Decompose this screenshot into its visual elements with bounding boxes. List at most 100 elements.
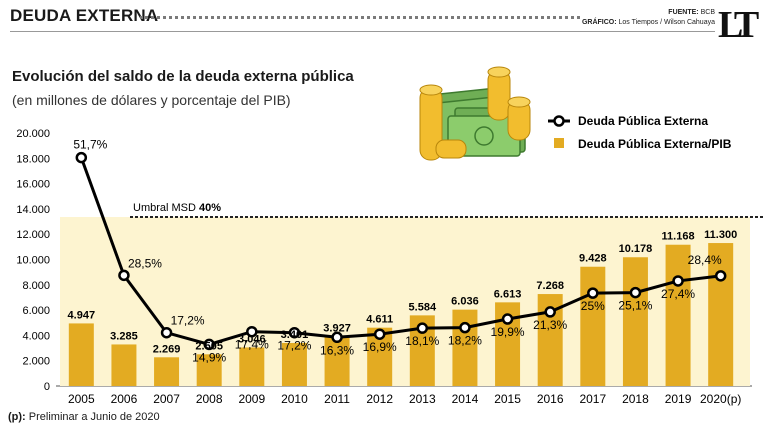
bar-value-label: 7.268 (536, 280, 564, 292)
bar-value-label: 2.269 (153, 343, 181, 355)
x-tick-label: 2012 (366, 392, 393, 406)
ratio-point (459, 321, 471, 334)
bar (665, 244, 691, 386)
ratio-label: 17,4% (235, 338, 269, 352)
x-tick-label: 2016 (537, 392, 564, 406)
bar-value-label: 3.401 (281, 329, 309, 341)
y-tick-label: 8.000 (22, 280, 50, 292)
bar-value-label: 4.611 (366, 314, 393, 326)
ratio-point (160, 326, 173, 339)
ratio-label: 18,1% (405, 334, 439, 348)
ratio-label: 14,9% (192, 350, 226, 364)
bar-value-label: 11.168 (662, 231, 695, 243)
ratio-label: 25,1% (618, 299, 652, 313)
ratio-point (501, 313, 514, 325)
line-series (75, 151, 727, 351)
graphic-value: Los Tiempos / Wilson Cahuaya (618, 19, 716, 26)
bar (154, 357, 180, 386)
source-label: FUENTE: (668, 9, 699, 16)
y-tick-label: 20.000 (16, 128, 50, 140)
data-labels: 4.947 3.285 2.269 2.505 3.046 3.401 3.927 4.611… (68, 138, 738, 365)
ratio-label: 28,4% (688, 253, 722, 267)
money-illustration (419, 66, 531, 161)
y-tick-label: 18.000 (16, 153, 50, 165)
x-tick-label: 2006 (111, 392, 138, 406)
header-dotted-rule (140, 16, 580, 19)
ratio-point (288, 326, 301, 339)
bar-value-label: 2.505 (195, 340, 223, 352)
ratio-point (118, 269, 130, 282)
ratio-point (587, 287, 599, 299)
ratio-label: 18,2% (448, 334, 482, 348)
footnote: (p): Preliminar a Junio de 2020 (8, 411, 160, 423)
ratio-point (373, 328, 386, 340)
ratio-point (246, 325, 258, 338)
source-credit: FUENTE: BCB (668, 9, 715, 16)
legend-marker-swatch (553, 115, 565, 127)
legend-label-bar: Deuda Pública Externa/PIB (578, 137, 732, 151)
threshold-label: Umbral MSD 40% (133, 202, 221, 214)
bar (281, 342, 307, 386)
x-tick-label: 2014 (452, 392, 479, 406)
x-tick-label: 2008 (196, 392, 223, 406)
ratio-label: 25% (581, 299, 605, 313)
bar (452, 309, 478, 386)
ratio-label: 27,4% (661, 287, 695, 301)
graphic-label: GRÁFICO: (581, 19, 617, 26)
bar-value-label: 3.046 (238, 333, 266, 345)
legend-label-line: Deuda Pública Externa (578, 114, 708, 128)
y-tick-label: 0 (44, 381, 50, 393)
x-tick-label: 2015 (494, 392, 521, 406)
x-tick-label: 2017 (579, 392, 606, 406)
y-tick-label: 14.000 (16, 204, 50, 216)
legend: Deuda Pública Externa Deuda Pública Exter… (548, 114, 732, 151)
ratio-label: 51,7% (73, 138, 107, 152)
bar (239, 347, 265, 386)
ratio-point (203, 338, 215, 351)
chart-title: Evolución del saldo de la deuda externa … (12, 68, 354, 85)
bar-value-label: 3.927 (323, 322, 351, 334)
ratio-point (714, 270, 727, 282)
x-tick-label: 2018 (622, 392, 649, 406)
bar-value-label: 6.036 (451, 296, 479, 308)
bar-value-label: 3.285 (110, 330, 138, 342)
bar-value-label: 5.584 (409, 301, 437, 313)
ratio-point (416, 322, 429, 334)
bar-value-label: 10.178 (619, 243, 653, 255)
graphic-credit: GRÁFICO: Los Tiempos / Wilson Cahuaya (582, 19, 715, 26)
ratio-label: 17,2% (277, 339, 311, 353)
x-tick-label: 2010 (281, 392, 308, 406)
bar-value-label: 11.300 (704, 229, 737, 241)
bar (324, 336, 350, 386)
y-tick-label: 6.000 (22, 305, 50, 317)
ratio-label: 16,3% (320, 343, 354, 357)
ratio-point (75, 151, 88, 164)
footnote-text: Preliminar a Junio de 2020 (28, 411, 160, 423)
y-tick-label: 12.000 (16, 229, 50, 241)
bar (111, 344, 137, 386)
header-divider (10, 31, 715, 32)
ratio-line (79, 157, 721, 346)
bar (580, 266, 606, 386)
ratio-point (331, 331, 343, 344)
bar (196, 354, 222, 386)
newspaper-logo: LT (718, 4, 759, 46)
bar (68, 323, 94, 386)
x-tick-label: 2009 (238, 392, 265, 406)
bar-value-label: 9.428 (579, 253, 607, 265)
x-tick-label: 2011 (324, 392, 350, 406)
bar-value-label: 6.613 (494, 288, 522, 300)
ratio-label: 21,3% (533, 318, 567, 332)
legend-bar-swatch (554, 138, 564, 148)
bar-value-label: 4.947 (68, 309, 96, 321)
y-tick-label: 10.000 (16, 255, 50, 267)
bar (622, 257, 648, 386)
ratio-point (544, 306, 556, 318)
ratio-point (672, 275, 684, 287)
source-value: BCB (700, 9, 715, 16)
ratio-label: 19,9% (491, 325, 525, 339)
y-tick-label: 4.000 (22, 330, 50, 342)
ratio-label: 16,9% (363, 340, 397, 354)
chart-subtitle: (en millones de dólares y porcentaje del… (12, 92, 291, 108)
